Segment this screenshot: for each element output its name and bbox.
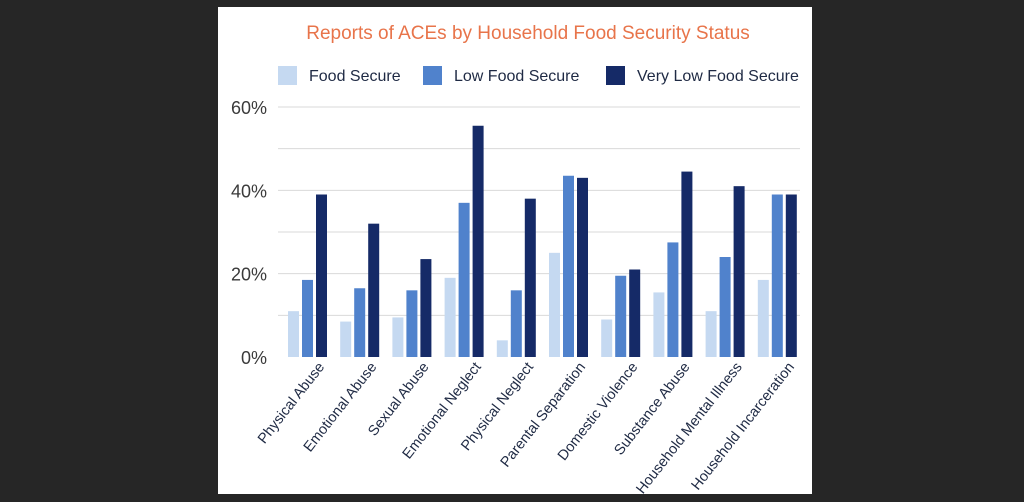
bar-substance-abuse-low-food-secure [667,242,679,357]
bar-chart: Reports of ACEs by Household Food Securi… [231,23,800,494]
bar-parental-separation-very-low-food-secure [577,177,588,357]
bar-household-mental-illness-food-secure [705,311,717,357]
bar-household-incarceration-very-low-food-secure [785,194,797,357]
bar-emotional-abuse-low-food-secure [354,288,366,357]
x-tick-label: Household Mental Illness [633,360,745,494]
bar-domestic-violence-very-low-food-secure [629,269,641,357]
bar-sexual-abuse-low-food-secure [406,290,418,357]
bar-emotional-neglect-low-food-secure [458,202,470,357]
bar-domestic-violence-food-secure [601,319,613,357]
legend-swatch [278,66,297,85]
bar-physical-abuse-food-secure [288,311,299,357]
x-tick-label: Household Incarceration [689,360,798,494]
y-tick-label: 40% [231,181,267,201]
bar-physical-neglect-low-food-secure [510,290,522,357]
bar-emotional-neglect-very-low-food-secure [472,125,484,357]
bar-sexual-abuse-food-secure [392,317,404,357]
y-axis: 0% 20% 40% 60% [231,98,267,368]
bar-emotional-abuse-food-secure [340,321,352,357]
legend-label: Low Food Secure [454,68,580,85]
legend: Food Secure Low Food Secure Very Low Food … [278,66,799,85]
legend-swatch [423,66,442,85]
y-tick-label: 0% [241,348,267,368]
bar-sexual-abuse-very-low-food-secure [420,259,432,357]
legend-item-food-secure: Food Secure [278,66,401,85]
bar-parental-separation-low-food-secure [563,175,574,357]
legend-label: Very Low Food Secure [637,68,799,85]
bar-physical-neglect-food-secure [496,340,508,357]
legend-label: Food Secure [309,68,401,85]
y-tick-label: 60% [231,98,267,118]
bar-household-incarceration-food-secure [757,279,769,357]
legend-item-very-low-food-secure: Very Low Food Secure [606,66,799,85]
bar-household-incarceration-low-food-secure [771,194,783,357]
bar-substance-abuse-food-secure [653,292,665,357]
chart-panel: Reports of ACEs by Household Food Securi… [218,7,812,494]
bar-household-mental-illness-very-low-food-secure [733,186,745,357]
legend-item-low-food-secure: Low Food Secure [423,66,580,85]
bar-physical-neglect-very-low-food-secure [524,198,536,357]
bar-physical-abuse-low-food-secure [302,279,313,357]
chart-title: Reports of ACEs by Household Food Securi… [306,23,750,44]
bar-emotional-neglect-food-secure [444,277,456,357]
bar-household-mental-illness-low-food-secure [719,257,731,357]
y-tick-label: 20% [231,265,267,285]
bar-substance-abuse-very-low-food-secure [681,171,693,357]
bar-parental-separation-food-secure [549,252,560,357]
bar-domestic-violence-low-food-secure [615,275,627,357]
bar-physical-abuse-very-low-food-secure [316,194,327,357]
bars [288,125,797,357]
bar-emotional-abuse-very-low-food-secure [368,223,380,357]
legend-swatch [606,66,625,85]
